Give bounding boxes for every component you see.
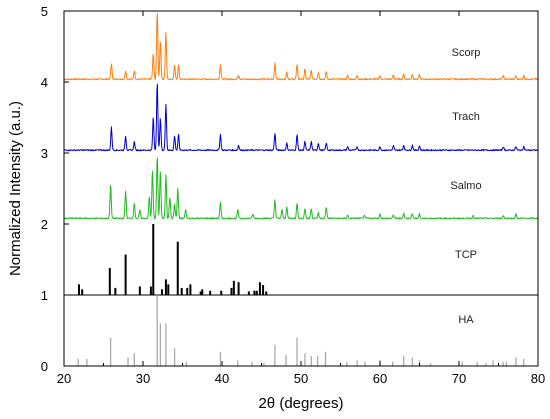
x-tick-label: 50 <box>294 371 308 386</box>
series-line-scorp <box>63 13 539 81</box>
y-tick-label: 0 <box>41 359 48 374</box>
series-line-trach <box>63 83 539 152</box>
series-label-trach: Trach <box>452 111 480 123</box>
y-tick-label: 4 <box>41 75 48 90</box>
series-label-ha: HA <box>458 314 474 326</box>
y-axis-title: Normalized Intensity (a.u.) <box>7 101 24 276</box>
x-tick-label: 70 <box>452 371 466 386</box>
x-axis-title: 2θ (degrees) <box>258 395 343 412</box>
y-tick-label: 1 <box>41 288 48 303</box>
series-label-salmo: Salmo <box>450 180 481 192</box>
series-label-scorp: Scorp <box>452 47 481 59</box>
x-tick-label: 80 <box>531 371 545 386</box>
series-line-salmo <box>63 157 539 220</box>
y-tick-label: 3 <box>41 146 48 161</box>
x-tick-label: 60 <box>373 371 387 386</box>
series-label-tcp: TCP <box>455 249 477 261</box>
y-tick-label: 2 <box>41 217 48 232</box>
x-tick-label: 30 <box>136 371 150 386</box>
y-tick-label: 5 <box>41 4 48 19</box>
x-tick-label: 20 <box>57 371 71 386</box>
x-tick-label: 40 <box>215 371 229 386</box>
series-labels: Scorp Trach Salmo TCP HA <box>450 47 481 326</box>
axis-ticks: 20 30 40 50 60 70 80 0 1 2 3 4 5 <box>41 4 545 386</box>
